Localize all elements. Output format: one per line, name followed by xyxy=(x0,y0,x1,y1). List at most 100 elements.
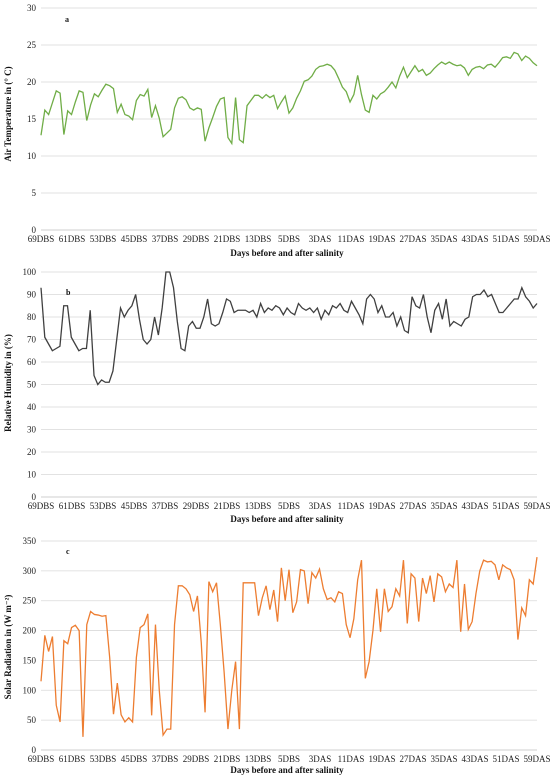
panel-b-x-tick-labels: 69DBS 61DBS 53DBS 45DBS 37DBS 29DBS 21DBS 13DBS… xyxy=(28,501,550,511)
panel-c-x-tick-label: 59DAS xyxy=(523,754,550,764)
panel-b-x-axis-title: Days before and after salinity xyxy=(230,514,344,524)
panel-b-x-tick-label: 45DBS xyxy=(121,501,148,511)
panel-c-x-tick-label: 43DAS xyxy=(461,754,488,764)
panel-a-x-tick-labels: 69DBS 61DBS 53DBS 45DBS 37DBS 29DBS 21DBS 13DBS… xyxy=(28,234,550,244)
panel-b-y-tick-label: 50 xyxy=(27,380,37,390)
panel-a-label: a xyxy=(65,15,69,24)
panel-c-x-tick-label: 51DAS xyxy=(492,754,519,764)
chart-panel-a-temperature: 0 5 10 15 20 25 30 69DBS 61DBS 53DBS 45DBS 37DBS 29… xyxy=(3,3,550,258)
panel-a-y-tick-label: 5 xyxy=(32,188,37,198)
panel-c-x-tick-labels: 69DBS 61DBS 53DBS 45DBS 37DBS 29DBS 21DBS 13DBS… xyxy=(28,754,550,764)
chart-panel-c-solar-radiation: 0 50 100 150 200 250 300 350 69DBS 61DBS 53DBS 45D… xyxy=(3,536,550,775)
panel-b-x-tick-label: 27DAS xyxy=(399,501,426,511)
panel-b-y-tick-label: 40 xyxy=(27,402,37,412)
panel-c-x-tick-label: 3DAS xyxy=(309,754,332,764)
panel-b-y-tick-label: 60 xyxy=(27,357,37,367)
panel-a-temperature-series-line xyxy=(40,51,538,146)
panel-a-x-tick-label: 45DBS xyxy=(121,234,148,244)
panel-b-x-tick-label: 29DBS xyxy=(183,501,210,511)
panel-c-y-tick-label: 150 xyxy=(23,655,37,665)
panel-a-x-axis-title: Days before and after salinity xyxy=(230,248,344,258)
panel-c-y-tick-labels: 0 50 100 150 200 250 300 350 xyxy=(23,536,37,755)
panel-b-y-tick-label: 30 xyxy=(27,425,37,435)
panel-b-x-tick-label: 53DBS xyxy=(90,501,117,511)
panel-c-y-tick-label: 50 xyxy=(27,715,37,725)
panel-c-x-tick-label: 5DBS xyxy=(278,754,300,764)
panel-b-y-tick-label: 0 xyxy=(32,492,37,502)
panel-c-x-tick-label: 27DAS xyxy=(399,754,426,764)
panel-a-x-tick-label: 59DAS xyxy=(523,234,550,244)
panel-a-y-tick-label: 0 xyxy=(32,225,37,235)
panel-a-x-tick-label: 53DBS xyxy=(90,234,117,244)
panel-a-x-tick-label: 13DBS xyxy=(245,234,272,244)
panel-c-x-tick-label: 61DBS xyxy=(59,754,86,764)
panel-a-x-tick-label: 21DBS xyxy=(214,234,241,244)
panel-b-x-tick-label: 21DBS xyxy=(214,501,241,511)
panel-b-x-tick-label: 5DBS xyxy=(278,501,300,511)
panel-a-x-tick-label: 61DBS xyxy=(59,234,86,244)
panel-a-y-tick-label: 10 xyxy=(27,151,37,161)
panel-b-y-tick-label: 10 xyxy=(27,470,37,480)
panel-b-x-tick-label: 11DAS xyxy=(338,501,365,511)
panel-c-x-tick-label: 69DBS xyxy=(28,754,55,764)
panel-c-x-tick-label: 53DBS xyxy=(90,754,117,764)
panel-a-x-tick-label: 35DAS xyxy=(430,234,457,244)
panel-c-y-tick-label: 300 xyxy=(23,566,37,576)
panel-b-x-tick-label: 13DBS xyxy=(245,501,272,511)
panel-c-x-tick-label: 45DBS xyxy=(121,754,148,764)
chart-panel-b-humidity: 0 10 20 30 40 50 60 70 80 90 100 69DBS 61DBS 53DBS 45… xyxy=(3,267,550,524)
panel-c-y-tick-label: 250 xyxy=(23,596,37,606)
panel-b-x-tick-label: 43DAS xyxy=(461,501,488,511)
panel-a-x-tick-label: 37DBS xyxy=(152,234,179,244)
panel-c-y-axis-title: Solar Radiation in (W m⁻²) xyxy=(3,595,13,700)
panel-b-grid xyxy=(41,271,537,498)
panel-b-x-tick-label: 35DAS xyxy=(430,501,457,511)
panel-a-y-tick-label: 20 xyxy=(27,77,37,87)
panel-c-x-axis-title: Days before and after salinity xyxy=(230,765,344,775)
panel-c-y-tick-label: 0 xyxy=(32,745,37,755)
panel-c-x-tick-label: 11DAS xyxy=(338,754,365,764)
panel-b-x-tick-label: 61DBS xyxy=(59,501,86,511)
panel-a-y-axis-title: Air Temperature in (° C) xyxy=(3,66,13,161)
panel-a-y-tick-label: 15 xyxy=(27,114,37,124)
panel-a-x-tick-label: 29DBS xyxy=(183,234,210,244)
panel-b-y-tick-label: 70 xyxy=(27,335,37,345)
panel-b-label: b xyxy=(66,288,71,297)
panel-a-y-tick-labels: 0 5 10 15 20 25 30 xyxy=(27,3,37,235)
panel-b-y-tick-labels: 0 10 20 30 40 50 60 70 80 90 100 xyxy=(23,267,37,502)
panel-b-x-tick-label: 69DBS xyxy=(28,501,55,511)
panel-c-x-tick-label: 35DAS xyxy=(430,754,457,764)
panel-b-y-axis-title: Relative Humidity in (%) xyxy=(3,334,13,432)
panel-b-x-tick-label: 59DAS xyxy=(523,501,550,511)
panel-a-x-tick-label: 43DAS xyxy=(461,234,488,244)
panel-c-x-tick-label: 19DAS xyxy=(368,754,395,764)
panel-b-x-tick-label: 3DAS xyxy=(309,501,332,511)
panel-a-x-tick-label: 11DAS xyxy=(338,234,365,244)
panel-b-x-tick-label: 51DAS xyxy=(492,501,519,511)
panel-b-y-tick-label: 100 xyxy=(23,267,37,277)
panel-a-grid xyxy=(41,7,537,231)
panel-a-x-tick-label: 51DAS xyxy=(492,234,519,244)
panel-b-x-tick-label: 37DBS xyxy=(152,501,179,511)
panel-a-x-tick-label: 3DAS xyxy=(309,234,332,244)
panel-c-label: c xyxy=(66,547,70,556)
panel-c-y-tick-label: 350 xyxy=(23,536,37,546)
panel-b-humidity-series-line xyxy=(40,271,538,386)
panel-b-y-tick-label: 20 xyxy=(27,447,37,457)
panel-c-x-tick-label: 37DBS xyxy=(152,754,179,764)
panel-a-y-tick-label: 30 xyxy=(27,3,37,13)
panel-a-x-tick-label: 5DBS xyxy=(278,234,300,244)
panel-c-grid xyxy=(41,540,537,751)
panel-c-solar-radiation-series-line xyxy=(40,557,538,738)
panel-a-x-tick-label: 19DAS xyxy=(368,234,395,244)
panel-c-y-tick-label: 100 xyxy=(23,685,37,695)
panel-b-x-tick-label: 19DAS xyxy=(368,501,395,511)
panel-a-y-tick-label: 25 xyxy=(27,40,37,50)
panel-a-x-tick-label: 69DBS xyxy=(28,234,55,244)
panel-b-y-tick-label: 90 xyxy=(27,290,37,300)
panel-c-x-tick-label: 21DBS xyxy=(214,754,241,764)
panel-a-x-tick-label: 27DAS xyxy=(399,234,426,244)
panel-c-x-tick-label: 13DBS xyxy=(245,754,272,764)
panel-b-y-tick-label: 80 xyxy=(27,312,37,322)
